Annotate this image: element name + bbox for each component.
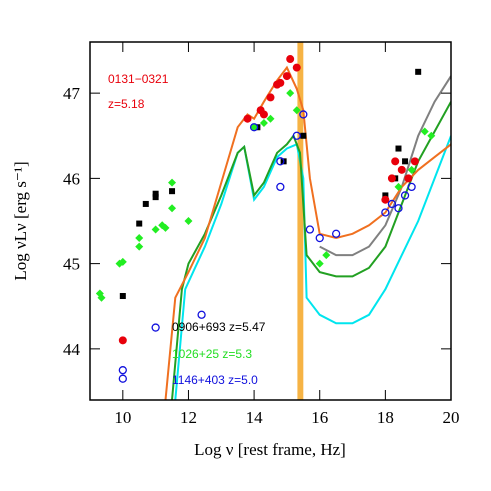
data-point <box>168 204 177 213</box>
data-point <box>407 165 416 174</box>
x-tick-label: 10 <box>114 408 131 427</box>
annotation: 0131−0321 <box>108 72 169 86</box>
frame <box>89 41 452 401</box>
annotation: 1146+403 z=5.0 <box>172 373 258 387</box>
data-point <box>415 68 422 75</box>
x-tick-label: 12 <box>180 408 197 427</box>
model-curve <box>164 65 451 400</box>
data-point <box>407 182 416 192</box>
y-axis-label: Log νLν [erg s⁻¹] <box>11 161 30 280</box>
data-point <box>197 310 206 319</box>
data-point <box>266 93 275 102</box>
data-point <box>152 190 159 197</box>
x-tick-label: 14 <box>246 408 264 427</box>
x-axis-label: Log ν [rest frame, Hz] <box>194 440 346 459</box>
data-point <box>381 195 390 204</box>
data-point <box>135 234 144 243</box>
data-point <box>300 132 307 139</box>
data-point <box>259 118 268 127</box>
data-point <box>151 323 160 332</box>
annotation: z=5.18 <box>108 97 145 111</box>
data-point <box>331 229 341 238</box>
data-point <box>391 157 400 166</box>
data-point <box>118 366 127 375</box>
data-point <box>266 114 275 123</box>
data-point <box>394 204 403 213</box>
data-point <box>250 123 259 132</box>
data-point <box>395 145 402 152</box>
data-point <box>382 192 389 199</box>
data-point <box>118 336 127 345</box>
data-point <box>292 106 301 115</box>
data-point <box>410 157 419 166</box>
data-point <box>286 55 295 64</box>
data-point <box>276 78 285 87</box>
y-tick-label: 44 <box>63 340 81 359</box>
data-point <box>315 233 324 243</box>
x-tick-label: 18 <box>377 408 394 427</box>
data-point <box>299 110 308 119</box>
data-point <box>292 63 301 72</box>
data-point <box>135 242 144 251</box>
data-point <box>381 208 390 217</box>
data-point <box>276 182 285 192</box>
data-point <box>420 127 429 136</box>
data-point <box>387 174 396 183</box>
data-point <box>322 251 331 260</box>
data-point <box>119 293 126 300</box>
x-tick-label: 20 <box>443 408 460 427</box>
model-curve <box>319 75 451 257</box>
data-point <box>136 220 143 227</box>
data-point <box>168 178 177 187</box>
data-point <box>315 259 324 268</box>
data-point <box>292 131 301 140</box>
data-point <box>259 110 268 119</box>
x-tick-label: 16 <box>311 408 328 427</box>
frequency-band <box>297 42 304 400</box>
data-point <box>118 257 127 266</box>
data-point <box>243 114 252 123</box>
data-point <box>118 374 127 383</box>
y-tick-label: 46 <box>63 169 80 188</box>
data-point <box>97 293 106 302</box>
annotation: 0906+693 z=5.47 <box>172 320 266 334</box>
data-point <box>286 89 295 98</box>
y-tick-label: 45 <box>63 255 80 274</box>
y-tick-label: 47 <box>63 84 81 103</box>
data-point <box>402 158 409 165</box>
data-point <box>397 165 406 174</box>
data-point <box>169 188 176 195</box>
plot-area <box>95 42 451 400</box>
data-point <box>394 182 403 191</box>
data-point <box>276 157 285 166</box>
annotation: 1026+25 z=5.3 <box>172 347 252 361</box>
data-point <box>184 217 193 225</box>
data-point <box>400 191 410 200</box>
data-point <box>305 225 315 234</box>
data-point <box>387 199 397 209</box>
data-point <box>404 174 413 183</box>
data-point <box>161 223 170 232</box>
data-point <box>249 123 259 132</box>
data-point <box>151 225 160 234</box>
data-point <box>142 200 149 207</box>
data-point <box>282 72 291 81</box>
data-point <box>152 194 159 201</box>
data-point <box>427 131 436 140</box>
